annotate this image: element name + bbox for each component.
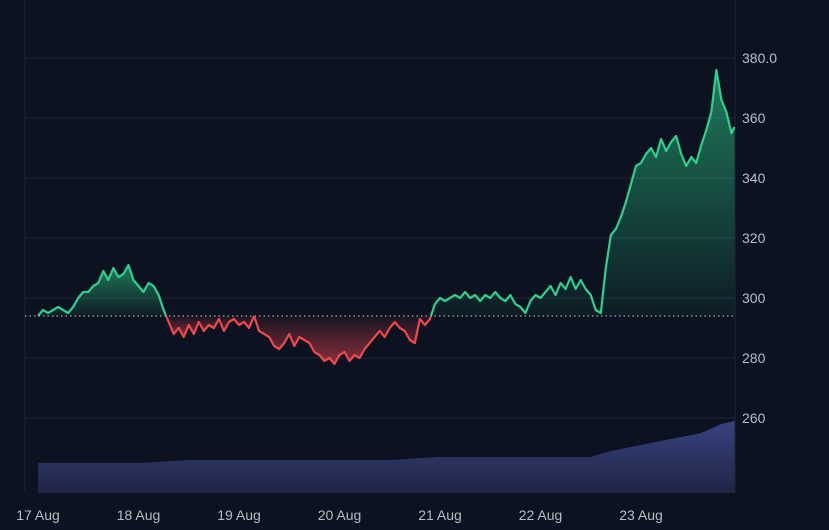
- y-tick-label: 380.0: [742, 50, 777, 66]
- volume-area: [38, 421, 735, 493]
- x-tick-label: 19 Aug: [217, 507, 261, 523]
- y-tick-label: 280: [742, 350, 766, 366]
- down-line-segment: [165, 315, 256, 339]
- up-line-segment: [429, 68, 736, 317]
- x-tick-label: 21 Aug: [418, 507, 462, 523]
- y-tick-label: 300: [742, 290, 766, 306]
- x-tick-label: 20 Aug: [318, 507, 362, 523]
- axes: 260 280 300 320 340 360 380.0 17 Aug 18 Aug 19 Au…: [16, 50, 777, 523]
- y-tick-label: 320: [742, 230, 766, 246]
- y-tick-label: 340: [742, 170, 766, 186]
- y-tick-label: 360: [742, 110, 766, 126]
- x-tick-label: 17 Aug: [16, 507, 60, 523]
- x-tick-label: 18 Aug: [117, 507, 161, 523]
- price-line: [37, 68, 736, 366]
- up-line-segment: [37, 263, 168, 317]
- price-area: [38, 70, 735, 364]
- down-area: [166, 316, 255, 337]
- x-tick-label: 23 Aug: [619, 507, 663, 523]
- y-tick-label: 260: [742, 410, 766, 426]
- volume-series: [38, 421, 735, 493]
- up-area: [430, 70, 735, 316]
- up-area: [38, 265, 167, 316]
- x-tick-label: 22 Aug: [519, 507, 563, 523]
- down-area: [254, 316, 431, 364]
- down-line-segment: [253, 315, 432, 366]
